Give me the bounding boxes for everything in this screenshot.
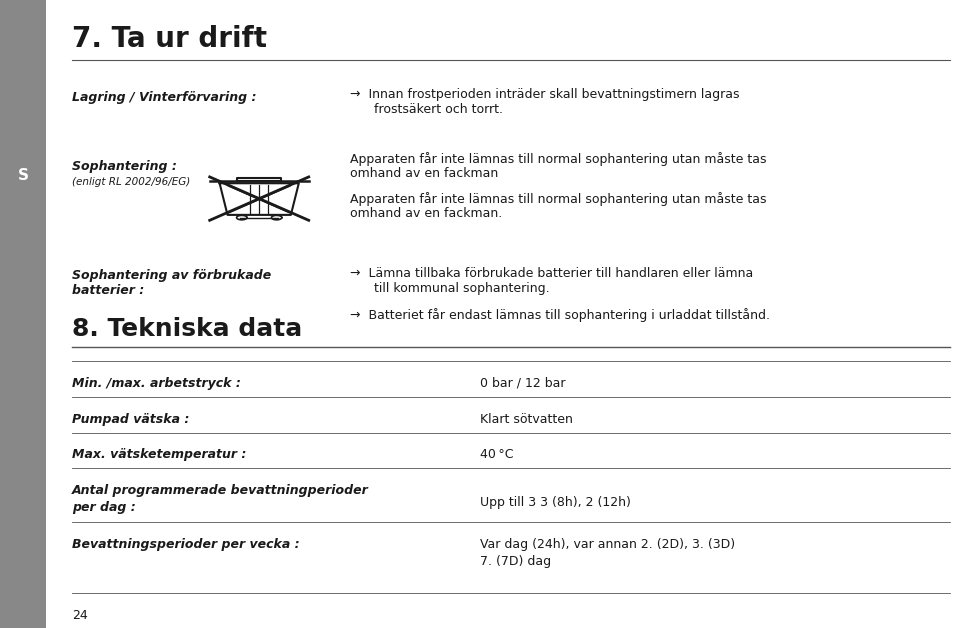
Text: (enligt RL 2002/96/EG): (enligt RL 2002/96/EG) <box>72 177 190 187</box>
Text: Klart sötvatten: Klart sötvatten <box>480 413 573 426</box>
Text: batterier :: batterier : <box>72 284 144 298</box>
Text: omhand av en fackman: omhand av en fackman <box>350 167 498 180</box>
Text: Antal programmerade bevattningperioder: Antal programmerade bevattningperioder <box>72 484 369 497</box>
Text: Lagring / Vinterförvaring :: Lagring / Vinterförvaring : <box>72 91 256 104</box>
Text: →  Lämna tillbaka förbrukade batterier till handlaren eller lämna: → Lämna tillbaka förbrukade batterier ti… <box>350 267 754 280</box>
Text: frostsäkert och torrt.: frostsäkert och torrt. <box>374 103 503 116</box>
Text: 40 °C: 40 °C <box>480 448 514 462</box>
Text: Pumpad vätska :: Pumpad vätska : <box>72 413 189 426</box>
Text: 24: 24 <box>72 609 87 622</box>
Text: Min. /max. arbetstryck :: Min. /max. arbetstryck : <box>72 377 241 390</box>
Text: per dag :: per dag : <box>72 501 135 514</box>
Text: 7. Ta ur drift: 7. Ta ur drift <box>72 25 267 53</box>
Text: Upp till 3 3 (8h), 2 (12h): Upp till 3 3 (8h), 2 (12h) <box>480 496 631 509</box>
Text: Var dag (24h), var annan 2. (2D), 3. (3D): Var dag (24h), var annan 2. (2D), 3. (3D… <box>480 538 735 551</box>
Text: Apparaten får inte lämnas till normal sophantering utan måste tas: Apparaten får inte lämnas till normal so… <box>350 152 767 166</box>
Text: 8. Tekniska data: 8. Tekniska data <box>72 317 302 341</box>
Text: 7. (7D) dag: 7. (7D) dag <box>480 555 551 568</box>
Bar <box>0 0 46 628</box>
Text: till kommunal sophantering.: till kommunal sophantering. <box>374 282 550 295</box>
Text: Sophantering av förbrukade: Sophantering av förbrukade <box>72 269 272 282</box>
Text: Bevattningsperioder per vecka :: Bevattningsperioder per vecka : <box>72 538 300 551</box>
Text: →  Innan frostperioden inträder skall bevattningstimern lagras: → Innan frostperioden inträder skall bev… <box>350 88 740 101</box>
Text: S: S <box>17 168 29 183</box>
Text: omhand av en fackman.: omhand av en fackman. <box>350 207 503 220</box>
Text: Sophantering :: Sophantering : <box>72 160 177 173</box>
Text: 0 bar / 12 bar: 0 bar / 12 bar <box>480 377 565 390</box>
Text: Max. vätsketemperatur :: Max. vätsketemperatur : <box>72 448 247 462</box>
Text: Apparaten får inte lämnas till normal sophantering utan måste tas: Apparaten får inte lämnas till normal so… <box>350 192 767 206</box>
Text: →  Batteriet får endast lämnas till sophantering i urladdat tillstånd.: → Batteriet får endast lämnas till sopha… <box>350 308 770 322</box>
